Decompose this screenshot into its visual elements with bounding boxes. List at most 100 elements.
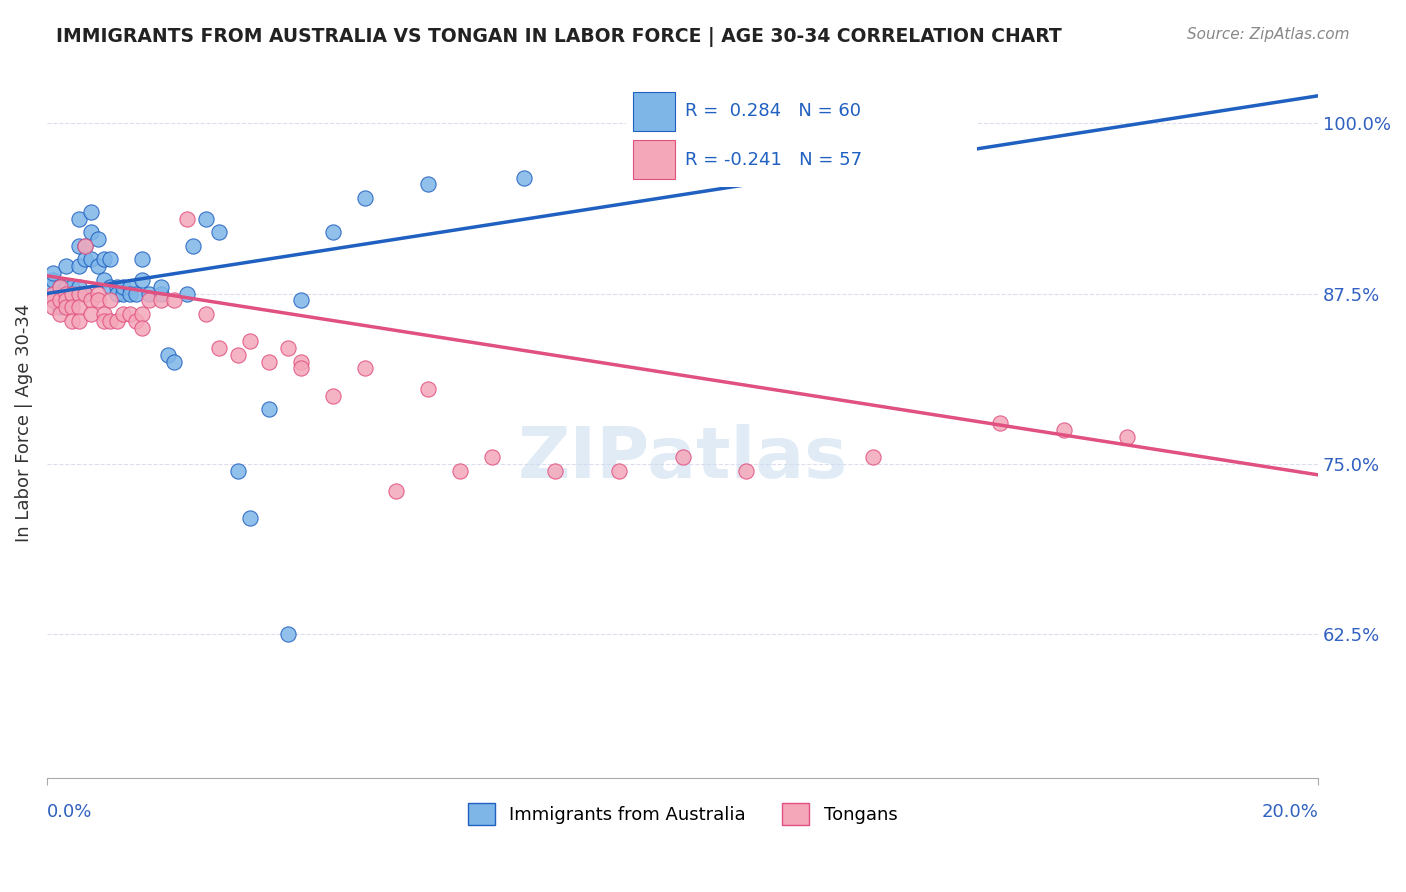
Point bbox=[735, 464, 758, 478]
Point bbox=[67, 314, 90, 328]
Point bbox=[259, 354, 281, 368]
Point bbox=[80, 307, 103, 321]
Point bbox=[48, 300, 70, 314]
Point bbox=[87, 232, 110, 246]
Point bbox=[176, 211, 198, 226]
Point bbox=[1116, 430, 1139, 444]
Point bbox=[290, 354, 312, 368]
Point bbox=[42, 273, 65, 287]
Text: ZIPatlas: ZIPatlas bbox=[517, 424, 848, 493]
Point bbox=[93, 273, 115, 287]
Point bbox=[42, 266, 65, 280]
Point bbox=[1053, 423, 1076, 437]
Point bbox=[73, 239, 96, 253]
Point bbox=[194, 307, 217, 321]
Point bbox=[105, 286, 128, 301]
Point bbox=[60, 279, 83, 293]
Point bbox=[67, 259, 90, 273]
Point bbox=[112, 286, 135, 301]
Point bbox=[138, 286, 160, 301]
Point bbox=[239, 334, 262, 349]
Point bbox=[87, 286, 110, 301]
Point bbox=[150, 286, 173, 301]
Point bbox=[322, 389, 344, 403]
Point bbox=[100, 252, 122, 267]
Point bbox=[112, 279, 135, 293]
Point bbox=[73, 286, 96, 301]
Point bbox=[322, 225, 344, 239]
Point bbox=[239, 511, 262, 525]
Point bbox=[862, 450, 884, 464]
Point bbox=[418, 382, 440, 396]
Point bbox=[290, 361, 312, 376]
Point bbox=[925, 116, 948, 130]
Point bbox=[80, 293, 103, 308]
Point bbox=[131, 273, 153, 287]
Point bbox=[55, 279, 77, 293]
Point bbox=[60, 314, 83, 328]
Text: 20.0%: 20.0% bbox=[1261, 803, 1319, 821]
Bar bbox=[633, 140, 675, 179]
Point bbox=[60, 286, 83, 301]
Point bbox=[125, 314, 148, 328]
Point bbox=[60, 293, 83, 308]
Text: 0.0%: 0.0% bbox=[46, 803, 93, 821]
Point bbox=[277, 341, 299, 355]
Point bbox=[131, 252, 153, 267]
Point bbox=[48, 279, 70, 293]
Point bbox=[194, 211, 217, 226]
Point bbox=[60, 286, 83, 301]
Bar bbox=[633, 92, 675, 131]
Point bbox=[67, 279, 90, 293]
Point bbox=[163, 293, 186, 308]
Point bbox=[449, 464, 471, 478]
Point bbox=[671, 450, 693, 464]
Point bbox=[259, 402, 281, 417]
Point bbox=[67, 286, 90, 301]
Point bbox=[226, 464, 249, 478]
Point bbox=[42, 293, 65, 308]
Point bbox=[73, 252, 96, 267]
Point bbox=[100, 314, 122, 328]
Point bbox=[385, 484, 408, 499]
Point bbox=[93, 252, 115, 267]
Point bbox=[118, 307, 141, 321]
Point bbox=[105, 279, 128, 293]
Point bbox=[353, 191, 375, 205]
Point bbox=[353, 361, 375, 376]
Point bbox=[67, 300, 90, 314]
Point bbox=[67, 239, 90, 253]
Point bbox=[80, 225, 103, 239]
Point bbox=[290, 293, 312, 308]
Point bbox=[131, 320, 153, 334]
Point bbox=[48, 307, 70, 321]
Point bbox=[118, 279, 141, 293]
Point bbox=[181, 239, 204, 253]
Point bbox=[112, 307, 135, 321]
Point bbox=[118, 286, 141, 301]
Point bbox=[226, 348, 249, 362]
Point bbox=[87, 259, 110, 273]
Point bbox=[60, 286, 83, 301]
Point bbox=[80, 204, 103, 219]
Point bbox=[607, 464, 630, 478]
Point bbox=[131, 307, 153, 321]
Point bbox=[73, 286, 96, 301]
Point bbox=[150, 279, 173, 293]
Point bbox=[418, 178, 440, 192]
Point bbox=[163, 354, 186, 368]
Point bbox=[48, 293, 70, 308]
Point bbox=[207, 341, 229, 355]
Point bbox=[100, 279, 122, 293]
Point bbox=[55, 293, 77, 308]
Point bbox=[67, 211, 90, 226]
Text: R = -0.241   N = 57: R = -0.241 N = 57 bbox=[686, 151, 862, 169]
Point bbox=[277, 627, 299, 641]
Point bbox=[42, 286, 65, 301]
Point bbox=[207, 225, 229, 239]
Point bbox=[125, 286, 148, 301]
Point bbox=[138, 293, 160, 308]
Point bbox=[42, 293, 65, 308]
Point bbox=[48, 279, 70, 293]
Point bbox=[42, 300, 65, 314]
